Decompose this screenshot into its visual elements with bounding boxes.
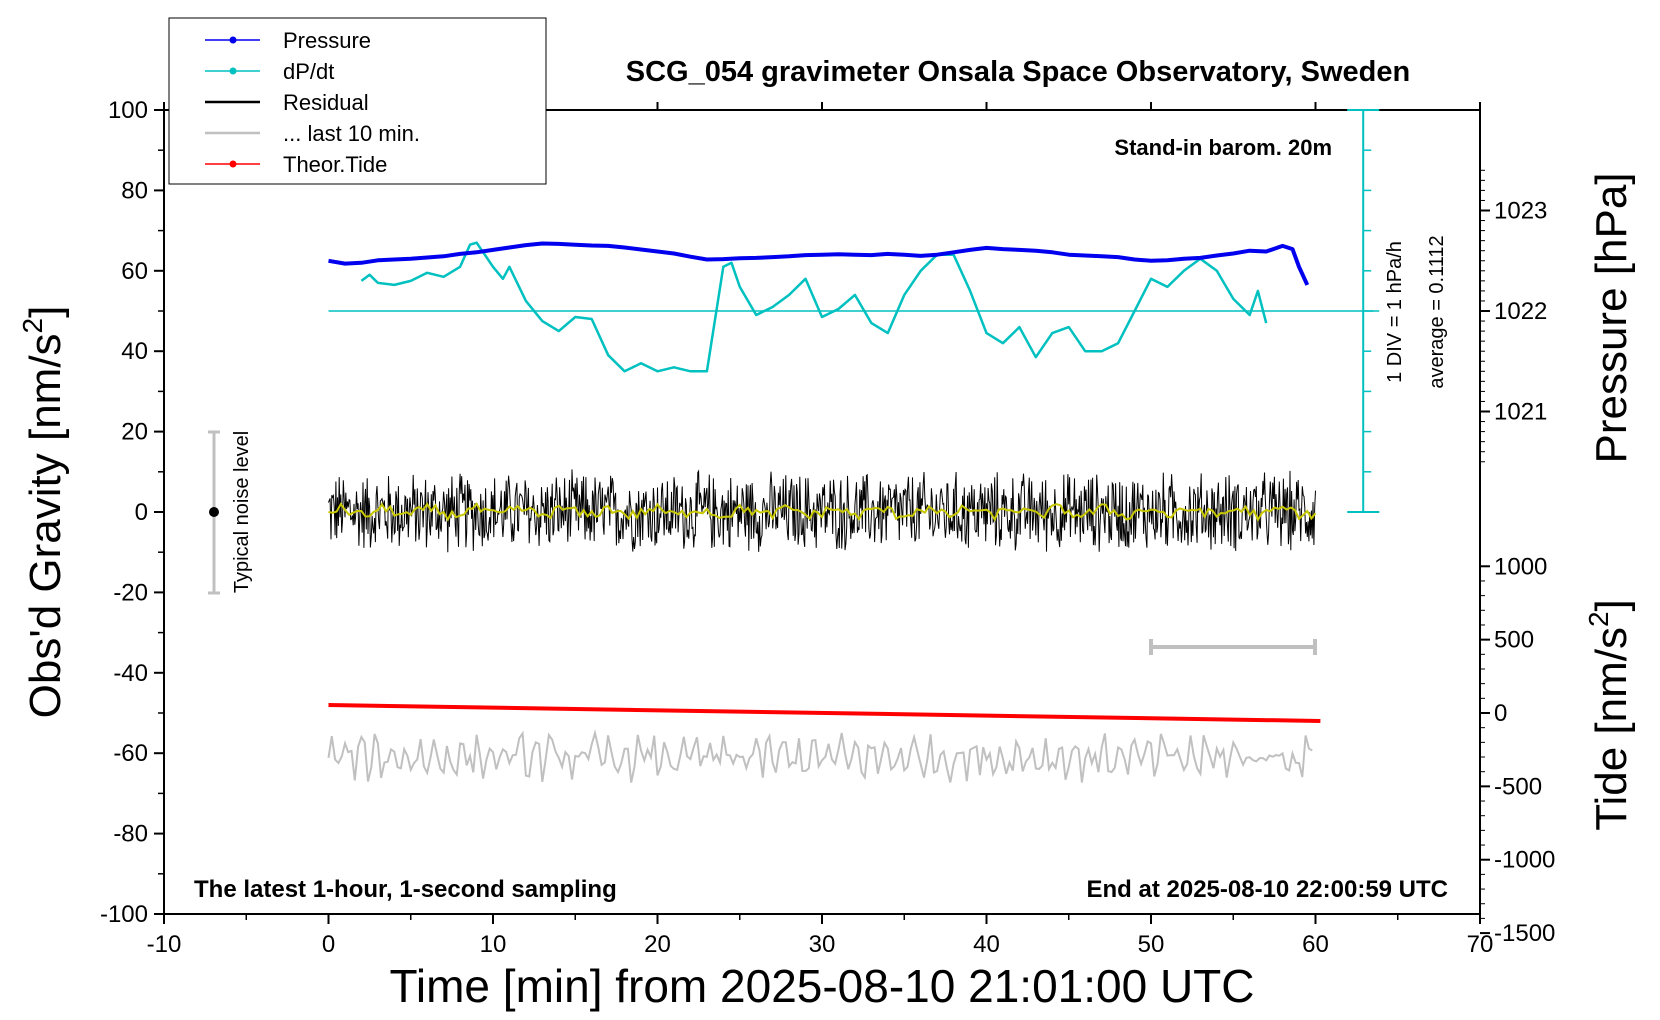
- legend-marker: [229, 36, 237, 44]
- y-tick-label: 80: [121, 177, 148, 204]
- y-tick-label: 100: [108, 97, 148, 124]
- y-tick-label: 20: [121, 419, 148, 446]
- y-tick-label: 60: [121, 258, 148, 285]
- pressure-axis-ticks: 1023 1022 1021: [1480, 169, 1547, 463]
- x-tick-label: 60: [1302, 931, 1329, 958]
- dpdt-scale-bar: [1347, 109, 1380, 513]
- end-time-note: End at 2025-08-10 22:00:59 UTC: [1087, 876, 1449, 903]
- tide-tick-label: -1500: [1494, 920, 1555, 947]
- x-axis-title: Time [min] from 2025-08-10 21:01:00 UTC: [390, 960, 1255, 1012]
- residual-line: [328, 469, 1316, 553]
- legend-label: dP/dt: [283, 59, 334, 84]
- residual-series: [328, 469, 1316, 553]
- dpdt-series: [360, 241, 1268, 373]
- y-tick-label: -100: [100, 901, 148, 928]
- x-tick-label: 10: [480, 931, 507, 958]
- tide-axis-ticks: 1000 500 0 -500 -1000 -1500: [1480, 553, 1555, 947]
- legend-label: Theor.Tide: [283, 152, 387, 177]
- x-tick-label: 40: [973, 931, 1000, 958]
- barometer-note: Stand-in barom. 20m: [1114, 135, 1332, 160]
- pressure-line: [328, 241, 1310, 286]
- tide-tick-label: 0: [1494, 700, 1507, 727]
- y-tick-label: -40: [113, 660, 148, 687]
- tide-tick-label: 1000: [1494, 553, 1547, 580]
- legend-label: ... last 10 min.: [283, 121, 420, 146]
- chart-title: SCG_054 gravimeter Onsala Space Observat…: [626, 56, 1410, 88]
- pressure-tick-label: 1021: [1494, 399, 1547, 426]
- legend-label: Pressure: [283, 28, 371, 53]
- last-10-min-line: [327, 729, 1313, 783]
- tide-axis-title: Tide [nm/s2]: [1583, 599, 1636, 831]
- residual-smoothed-series: [328, 502, 1317, 522]
- y-tick-label: 40: [121, 338, 148, 365]
- pressure-axis-title: Pressure [hPa]: [1587, 172, 1636, 463]
- tide-tick-label: -1000: [1494, 847, 1555, 874]
- ten-minute-marker: [1149, 639, 1317, 655]
- x-axis-ticks: -10 0 10 20 30 40 50 60 70: [147, 102, 1494, 958]
- x-tick-label: 30: [809, 931, 836, 958]
- y-tick-label: -20: [113, 579, 148, 606]
- tide-line: [328, 703, 1321, 723]
- last-10-min-series: [327, 729, 1313, 783]
- tide-tick-label: -500: [1494, 773, 1542, 800]
- x-tick-label: 0: [322, 931, 335, 958]
- y-tick-label: 0: [135, 499, 148, 526]
- pressure-series: [328, 241, 1310, 286]
- noise-level-label: Typical noise level: [231, 431, 253, 593]
- legend-marker: [229, 160, 237, 168]
- noise-level-marker: [208, 430, 220, 595]
- x-tick-label: 70: [1467, 931, 1494, 958]
- y-axis-title: Obs'd Gravity [nm/s2]: [17, 306, 70, 719]
- average-note: average = 0.1112: [1426, 235, 1448, 388]
- y-axis-ticks: 100 80 60 40 20 0 -20 -40 -60 -80 -100: [100, 97, 164, 928]
- legend: Pressure dP/dt Residual ... last 10 min. The…: [168, 17, 547, 185]
- pressure-tick-label: 1023: [1494, 198, 1547, 225]
- pressure-tick-label: 1022: [1494, 298, 1547, 325]
- theoretical-tide-series: [328, 703, 1321, 723]
- y-tick-label: -60: [113, 740, 148, 767]
- div-note: 1 DIV = 1 hPa/h: [1384, 241, 1406, 383]
- x-tick-label: -10: [147, 931, 182, 958]
- residual-smoothed-line: [328, 502, 1317, 522]
- y-tick-label: -80: [113, 821, 148, 848]
- x-tick-label: 50: [1138, 931, 1165, 958]
- tide-tick-label: 500: [1494, 627, 1534, 654]
- sampling-note: The latest 1-hour, 1-second sampling: [194, 876, 617, 903]
- legend-label: Residual: [283, 90, 369, 115]
- dpdt-line: [360, 241, 1268, 373]
- legend-marker: [229, 67, 237, 75]
- x-tick-label: 20: [644, 931, 671, 958]
